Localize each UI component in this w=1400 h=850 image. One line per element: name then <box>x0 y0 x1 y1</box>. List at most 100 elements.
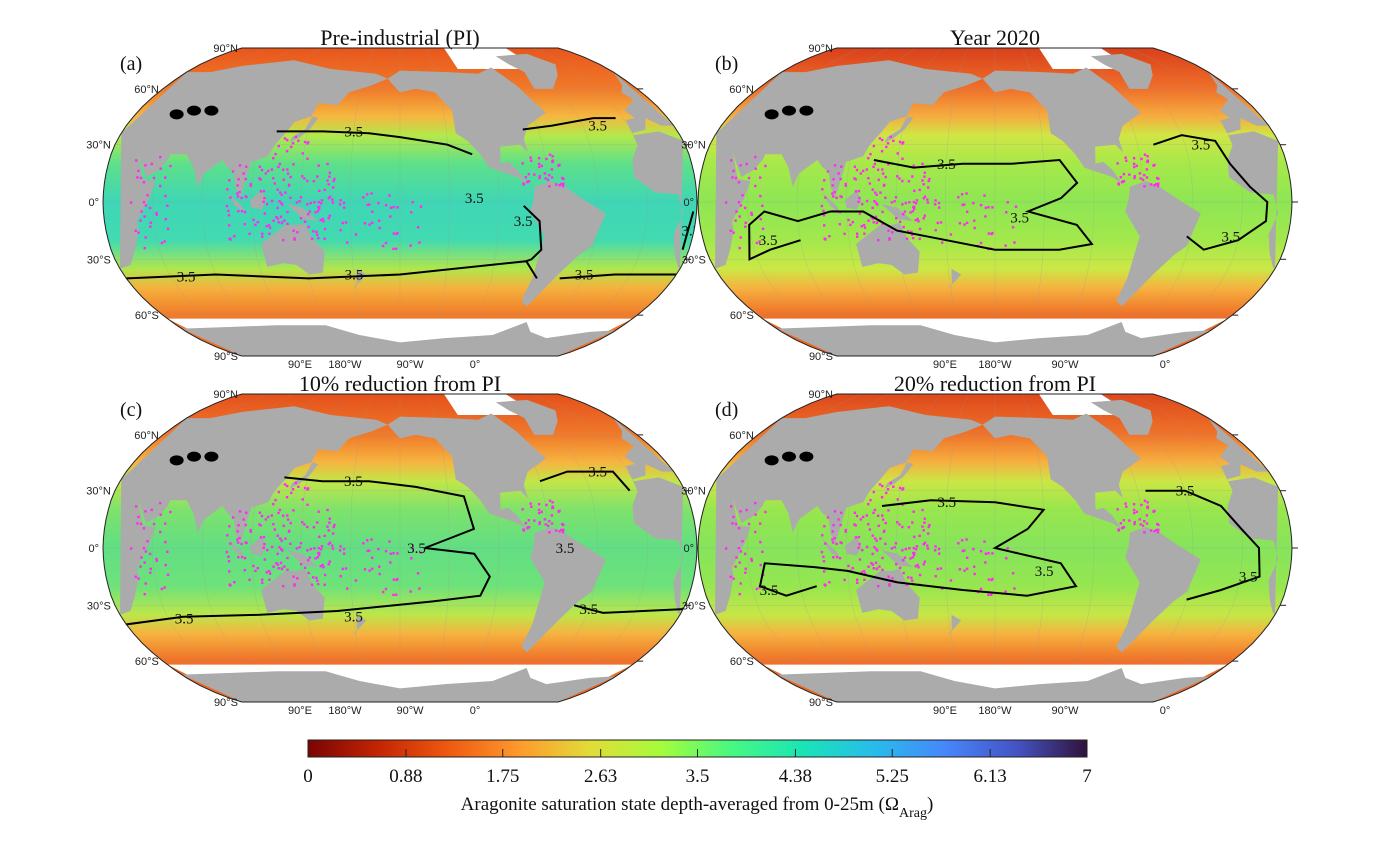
reef-point <box>905 583 909 586</box>
reef-point <box>843 232 846 236</box>
contour-line-3.5 <box>758 499 1078 597</box>
reef-point <box>1138 172 1142 175</box>
reef-point <box>320 199 324 202</box>
reef-point <box>865 199 869 203</box>
reef-point <box>342 201 346 205</box>
land-greenland <box>495 53 558 89</box>
reef-point <box>926 186 930 189</box>
reef-point <box>858 542 861 546</box>
reef-point <box>280 567 284 570</box>
reef-point <box>923 517 926 520</box>
reef-point <box>890 547 894 550</box>
reef-point <box>245 541 248 545</box>
reef-point <box>140 556 143 559</box>
reef-point <box>254 569 257 573</box>
reef-point <box>303 486 307 490</box>
reef-point <box>1119 522 1123 525</box>
reef-point <box>263 558 267 561</box>
colorbar-tick-label: 2.63 <box>584 766 617 787</box>
reef-point <box>560 528 563 532</box>
reef-point <box>923 175 926 178</box>
map-frame <box>102 47 698 357</box>
land-northamerica <box>982 413 1141 531</box>
lon-label: 90°W <box>1051 705 1079 717</box>
reef-point <box>958 222 962 225</box>
reef-point <box>384 203 388 207</box>
reef-point <box>732 169 735 173</box>
contour-line-3.5 <box>1153 134 1269 251</box>
reef-point <box>310 583 314 586</box>
reef-point <box>252 218 255 222</box>
reef-point <box>236 195 240 198</box>
land-africa-west <box>120 133 156 269</box>
reef-point <box>824 196 827 199</box>
reef-point <box>543 172 547 175</box>
reef-point <box>1128 519 1131 522</box>
reef-point <box>312 526 316 529</box>
reef-point <box>937 201 941 205</box>
reef-point <box>561 184 565 188</box>
reef-point <box>327 183 330 186</box>
reef-point <box>341 221 344 225</box>
reef-point <box>381 244 385 248</box>
reef-point <box>282 584 285 588</box>
lon-label: 0° <box>1160 359 1171 371</box>
land-southamerica <box>1116 527 1201 653</box>
reef-point <box>328 175 331 178</box>
map-panel-c: 3.5 3.5 3.5 3.5 3.5 3.5 3.5 90°N 60°N 30°N 0° 30°S 6… <box>86 371 703 717</box>
reef-point <box>315 233 319 236</box>
reef-point <box>129 547 133 550</box>
reef-point <box>961 203 964 207</box>
map-frame <box>697 47 1293 357</box>
reef-point <box>1143 519 1146 523</box>
reef-point <box>242 518 245 521</box>
lake <box>781 105 796 116</box>
reef-point <box>297 485 300 488</box>
contour-line-3.5 <box>126 260 538 280</box>
reef-point <box>927 525 930 529</box>
reef-point <box>840 195 843 199</box>
reef-point <box>273 528 277 531</box>
reef-point <box>561 176 564 180</box>
reef-point <box>960 193 964 196</box>
reef-point <box>280 221 284 224</box>
reef-point <box>895 562 898 566</box>
reef-point <box>735 210 738 213</box>
reef-point <box>881 484 884 488</box>
reef-point <box>1132 156 1136 160</box>
reef-point <box>856 581 859 584</box>
reef-point <box>1143 173 1146 177</box>
reef-point <box>263 542 266 546</box>
land-borneo <box>844 190 862 210</box>
land-antarctica <box>776 668 1211 702</box>
land-newzealand <box>946 268 962 290</box>
reef-point <box>849 223 852 227</box>
reef-point <box>926 544 929 547</box>
contour-label: 3.5 <box>514 214 533 230</box>
reef-point <box>309 547 313 551</box>
reef-point <box>881 222 884 226</box>
reef-point <box>862 569 866 573</box>
lat-label: 90°N <box>213 389 238 401</box>
reef-point <box>963 549 966 552</box>
reef-point <box>822 214 826 217</box>
reef-point <box>916 563 919 567</box>
land-newguinea <box>286 549 318 568</box>
lon-label: 0° <box>470 705 481 717</box>
reef-point <box>278 200 281 203</box>
reef-point <box>990 593 993 596</box>
reef-point <box>1153 184 1156 187</box>
land-northamerica <box>982 67 1141 185</box>
reef-point <box>166 550 169 553</box>
reef-point <box>137 169 140 173</box>
reef-point <box>911 556 914 559</box>
reef-point <box>265 548 269 552</box>
reef-point <box>754 184 757 188</box>
reef-point <box>245 511 248 514</box>
reef-point <box>750 213 754 216</box>
reef-point <box>743 206 747 210</box>
reef-point <box>731 522 734 525</box>
land-newzealand <box>946 614 962 636</box>
reef-point <box>854 524 857 527</box>
reef-point <box>741 194 744 197</box>
